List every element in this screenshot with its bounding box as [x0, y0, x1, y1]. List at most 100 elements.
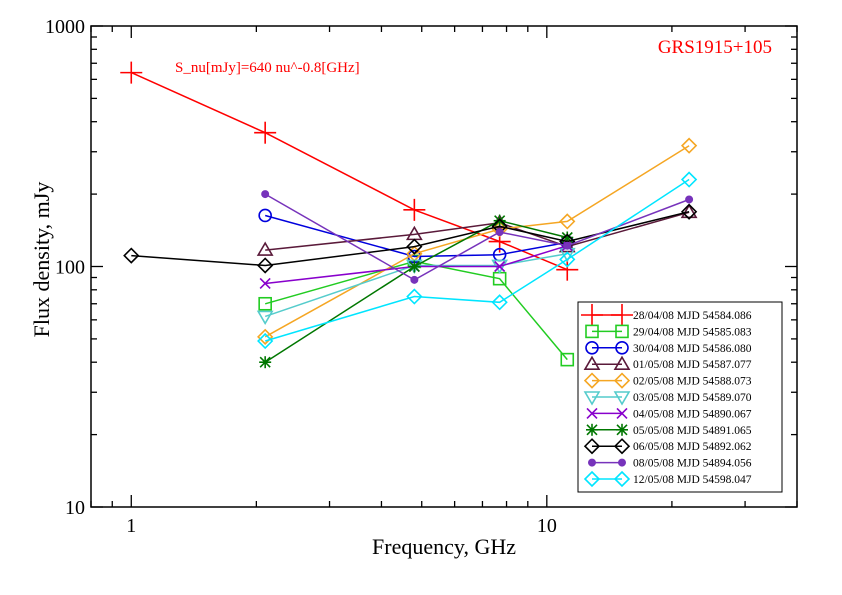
data-point — [685, 195, 694, 204]
data-point — [680, 137, 698, 154]
data-point — [559, 251, 576, 268]
data-point — [494, 260, 506, 273]
data-point — [123, 247, 140, 264]
legend-marker — [618, 458, 626, 467]
x-axis-title: Frequency, GHz — [372, 534, 516, 559]
legend-label: 06/05/08 MJD 54892.062 — [633, 441, 752, 453]
data-point — [556, 258, 579, 281]
legend-marker — [583, 372, 601, 389]
data-point — [406, 238, 423, 255]
series-1 — [120, 61, 579, 281]
legend-entry: 08/05/08 MJD 54894.056 — [588, 458, 752, 470]
legend-entry: 03/05/08 MJD 54589.070 — [583, 391, 752, 406]
legend-marker — [615, 340, 629, 355]
legend-marker — [613, 470, 631, 488]
legend-label: 29/04/08 MJD 54585.083 — [633, 326, 752, 338]
legend: 28/04/08 MJD 54584.086 29/04/08 MJD 54585… — [577, 301, 783, 493]
series-line — [264, 178, 690, 342]
y-axis-title: Flux density, mJy — [29, 182, 54, 338]
legend-marker — [581, 304, 603, 326]
series-line — [265, 244, 568, 285]
legend-marker — [583, 470, 601, 488]
legend-marker — [613, 372, 631, 389]
data-point — [410, 275, 419, 284]
data-point — [257, 257, 274, 274]
series-9 — [123, 203, 698, 274]
data-point — [560, 352, 575, 367]
legend-marker — [583, 355, 601, 371]
series-4 — [256, 203, 698, 256]
legend-entry: 01/05/08 MJD 54587.077 — [583, 355, 752, 371]
legend-entry: 29/04/08 MJD 54585.083 — [585, 324, 752, 339]
data-point — [563, 241, 572, 250]
data-point — [254, 121, 277, 144]
y-tick-label: 1000 — [45, 16, 85, 38]
x-tick-label: 1 — [126, 515, 136, 537]
data-point — [680, 171, 698, 188]
legend-marker — [586, 423, 598, 436]
legend-entry: 30/04/08 MJD 54586.080 — [585, 340, 752, 355]
data-point — [261, 190, 270, 199]
data-point — [258, 208, 272, 223]
data-point — [257, 328, 274, 345]
data-point — [257, 332, 274, 350]
series-line — [264, 252, 568, 318]
data-point — [680, 203, 698, 219]
legend-label: 08/05/08 MJD 54894.056 — [633, 458, 752, 470]
series-11 — [257, 171, 698, 350]
legend-marker — [585, 340, 599, 355]
legend-label: 03/05/08 MJD 54589.070 — [633, 392, 752, 404]
data-point — [406, 288, 423, 305]
data-point — [259, 356, 272, 369]
data-series — [120, 61, 698, 369]
legend-entry: 05/05/08 MJD 54891.065 — [586, 423, 752, 437]
legend-marker — [613, 391, 631, 406]
legend-marker — [583, 391, 601, 406]
data-point — [256, 310, 274, 326]
data-point — [491, 294, 508, 311]
legend-label: 05/05/08 MJD 54891.065 — [633, 425, 752, 437]
legend-marker — [613, 438, 631, 455]
legend-marker — [616, 423, 628, 436]
legend-label: 28/04/08 MJD 54584.086 — [633, 310, 752, 322]
y-tick-label: 100 — [55, 257, 85, 279]
data-point — [259, 277, 271, 290]
legend-entry: 06/05/08 MJD 54892.062 — [583, 438, 752, 455]
data-point — [559, 213, 576, 230]
series-2 — [258, 254, 575, 367]
legend-label: 12/05/08 MJD 54598.047 — [633, 474, 752, 486]
legend-entry: 12/05/08 MJD 54598.047 — [583, 470, 752, 488]
data-point — [493, 214, 506, 227]
data-point — [258, 296, 272, 311]
legend-marker — [585, 324, 599, 339]
legend-marker — [616, 407, 628, 419]
legend-marker — [615, 324, 629, 339]
legend-label: 01/05/08 MJD 54587.077 — [633, 359, 752, 371]
series-line — [264, 260, 568, 361]
series-line — [264, 219, 568, 363]
legend-label: 04/05/08 MJD 54890.067 — [633, 408, 752, 420]
legend-entry: 04/05/08 MJD 54890.067 — [586, 407, 752, 420]
legend-marker — [583, 438, 601, 455]
series-line — [131, 210, 690, 267]
x-tick-label: 10 — [537, 515, 557, 537]
legend-label: 02/05/08 MJD 54588.073 — [633, 376, 752, 388]
axis-tick-labels: 1 10 10 100 1000 — [45, 16, 557, 537]
data-point — [495, 228, 504, 237]
legend-marker — [613, 355, 631, 371]
axis-ticks — [90, 25, 798, 508]
series-10 — [261, 190, 694, 284]
data-point — [680, 203, 698, 220]
source-name-annotation: GRS1915+105 — [658, 37, 772, 58]
data-point — [408, 260, 421, 273]
data-point — [120, 61, 143, 84]
legend-marker — [588, 458, 596, 467]
legend-marker — [611, 304, 633, 326]
legend-marker — [586, 407, 598, 419]
series-line — [130, 71, 568, 271]
legend-entry: 02/05/08 MJD 54588.073 — [583, 372, 752, 389]
y-tick-label: 10 — [65, 497, 85, 519]
fit-formula-annotation: S_nu[mJy]=640 nu^-0.8[GHz] — [175, 60, 360, 76]
legend-label: 30/04/08 MJD 54586.080 — [633, 343, 752, 355]
